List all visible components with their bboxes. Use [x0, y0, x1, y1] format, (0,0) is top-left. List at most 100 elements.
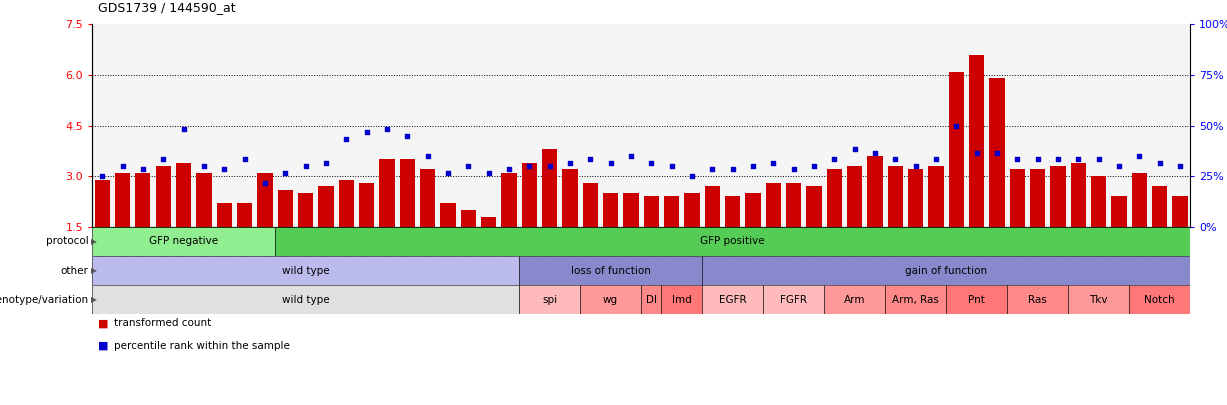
Point: [357, 129, 377, 136]
Bar: [521, 163, 537, 227]
Bar: [664, 196, 680, 227]
Bar: [763, 285, 825, 314]
Point: [967, 149, 987, 156]
Point: [459, 163, 479, 169]
Text: gain of function: gain of function: [906, 266, 988, 275]
Bar: [989, 78, 1005, 227]
Point: [763, 160, 783, 166]
Point: [92, 173, 112, 179]
Text: Tkv: Tkv: [1090, 295, 1108, 305]
Bar: [217, 203, 232, 227]
Point: [744, 163, 763, 169]
Bar: [806, 186, 822, 227]
Bar: [502, 173, 517, 227]
Bar: [1010, 169, 1025, 227]
Point: [540, 163, 560, 169]
Bar: [969, 55, 984, 227]
Point: [499, 166, 519, 173]
Text: GDS1739 / 144590_at: GDS1739 / 144590_at: [98, 1, 236, 14]
Text: loss of function: loss of function: [571, 266, 650, 275]
Point: [560, 160, 579, 166]
Text: wild type: wild type: [282, 266, 329, 275]
Point: [174, 126, 194, 132]
Bar: [237, 203, 253, 227]
Bar: [867, 156, 882, 227]
Point: [194, 163, 213, 169]
Point: [336, 136, 356, 142]
Bar: [725, 196, 740, 227]
Point: [1069, 156, 1088, 162]
Bar: [787, 183, 801, 227]
Point: [682, 173, 702, 179]
Bar: [275, 227, 1190, 256]
Bar: [542, 149, 557, 227]
Text: genotype/variation: genotype/variation: [0, 295, 88, 305]
Text: ■: ■: [98, 318, 109, 328]
Text: other: other: [60, 266, 88, 275]
Bar: [1172, 196, 1188, 227]
Text: transformed count: transformed count: [114, 318, 211, 328]
Bar: [685, 193, 699, 227]
Point: [926, 156, 946, 162]
Bar: [946, 285, 1007, 314]
Bar: [827, 169, 842, 227]
Bar: [92, 227, 275, 256]
Bar: [745, 193, 761, 227]
Bar: [1007, 285, 1069, 314]
Bar: [661, 285, 702, 314]
Text: EGFR: EGFR: [719, 295, 746, 305]
Bar: [460, 210, 476, 227]
Text: Notch: Notch: [1145, 295, 1175, 305]
Bar: [583, 183, 598, 227]
Text: wg: wg: [602, 295, 618, 305]
Bar: [94, 179, 110, 227]
Point: [784, 166, 804, 173]
Bar: [1131, 173, 1147, 227]
Bar: [92, 256, 519, 285]
Bar: [1152, 186, 1167, 227]
Text: Ras: Ras: [1028, 295, 1047, 305]
Bar: [400, 159, 415, 227]
Text: protocol: protocol: [45, 237, 88, 246]
Bar: [847, 166, 863, 227]
Bar: [258, 173, 272, 227]
Bar: [420, 169, 436, 227]
Text: ▶: ▶: [91, 237, 97, 246]
Point: [1109, 163, 1129, 169]
Text: percentile rank within the sample: percentile rank within the sample: [114, 341, 290, 351]
Bar: [298, 193, 313, 227]
Text: Dl: Dl: [645, 295, 656, 305]
Bar: [908, 169, 923, 227]
Bar: [175, 163, 191, 227]
Bar: [885, 285, 946, 314]
Point: [317, 160, 336, 166]
Bar: [92, 285, 519, 314]
Bar: [702, 285, 763, 314]
Point: [661, 163, 681, 169]
Bar: [640, 285, 661, 314]
Bar: [277, 190, 293, 227]
Bar: [379, 159, 395, 227]
Text: wild type: wild type: [282, 295, 329, 305]
Point: [255, 180, 275, 186]
Bar: [887, 166, 903, 227]
Point: [886, 156, 906, 162]
Text: ▶: ▶: [91, 266, 97, 275]
Point: [113, 163, 133, 169]
Point: [1048, 156, 1067, 162]
Point: [377, 126, 396, 132]
Point: [1130, 153, 1150, 159]
Bar: [440, 203, 455, 227]
Bar: [196, 173, 211, 227]
Text: Arm, Ras: Arm, Ras: [892, 295, 939, 305]
Bar: [1112, 196, 1126, 227]
Point: [642, 160, 661, 166]
Text: ■: ■: [98, 341, 109, 351]
Bar: [1091, 176, 1107, 227]
Text: GFP negative: GFP negative: [148, 237, 218, 246]
Bar: [339, 179, 353, 227]
Point: [1007, 156, 1027, 162]
Bar: [766, 183, 780, 227]
Point: [275, 170, 294, 176]
Point: [215, 166, 234, 173]
